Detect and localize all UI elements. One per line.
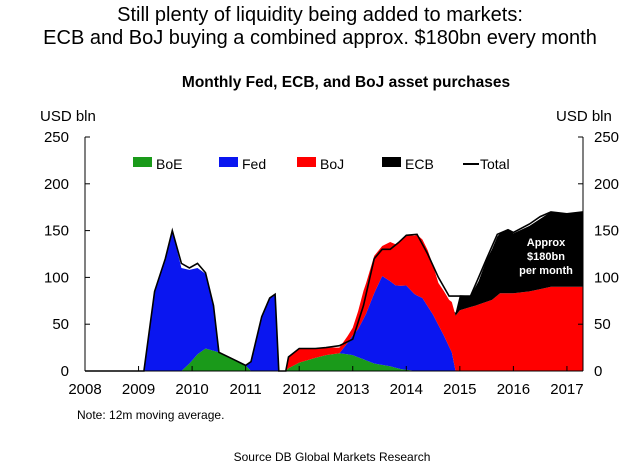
x-tick-label: 2017 xyxy=(550,381,583,398)
legend-label-ecb: ECB xyxy=(405,156,434,172)
y-tick-label-left: 200 xyxy=(44,176,69,193)
legend-swatch-boj xyxy=(297,157,316,167)
y-tick-label-left: 0 xyxy=(61,363,69,380)
annotation-line-2: $180bn xyxy=(527,251,565,263)
annotation-line-3: per month xyxy=(519,265,573,277)
y-tick-label-right: 0 xyxy=(594,363,602,380)
chart-source: Source DB Global Markets Research xyxy=(234,450,431,464)
y-axis-label-right: USD bln xyxy=(556,108,612,125)
total-line-group xyxy=(85,211,584,372)
area-fed xyxy=(138,230,583,371)
x-tick-label: 2010 xyxy=(175,381,208,398)
area-boj xyxy=(138,230,583,371)
x-tick-label: 2011 xyxy=(230,381,262,398)
legend-swatch-fed xyxy=(219,157,238,167)
x-tick-label: 2009 xyxy=(122,381,155,398)
total-line xyxy=(85,211,584,372)
legend-swatch-ecb xyxy=(382,157,401,167)
legend-swatch-boe xyxy=(133,157,152,167)
x-tick-label: 2008 xyxy=(68,381,101,398)
y-tick-label-right: 50 xyxy=(594,316,611,333)
x-tick-label: 2016 xyxy=(497,381,530,398)
annotation: Approx $180bn per month xyxy=(519,237,573,277)
x-tick-label: 2013 xyxy=(336,381,369,398)
y-tick-label-right: 100 xyxy=(594,269,619,286)
axes-group: 0 0 50 50 100 100 150 150 200 200 250 250 2008 2009 20… xyxy=(44,129,619,398)
area-series-group xyxy=(138,211,583,371)
y-tick-label-left: 50 xyxy=(52,316,69,333)
legend-label-boj: BoJ xyxy=(320,156,344,172)
legend-label-boe: BoE xyxy=(156,156,182,172)
headline-line-2: ECB and BoJ buying a combined approx. $1… xyxy=(43,27,597,49)
y-tick-label-right: 200 xyxy=(594,176,619,193)
y-tick-label-right: 150 xyxy=(594,223,619,240)
annotation-line-1: Approx xyxy=(527,237,566,249)
legend-label-fed: Fed xyxy=(242,156,266,172)
x-tick-label: 2015 xyxy=(443,381,476,398)
headline-line-1: Still plenty of liquidity being added to… xyxy=(117,4,523,26)
y-axis-label-left: USD bln xyxy=(40,108,96,125)
legend: BoE Fed BoJ ECB Total xyxy=(133,156,510,172)
y-tick-label-left: 150 xyxy=(44,223,69,240)
x-tick-label: 2014 xyxy=(390,381,423,398)
y-tick-label-left: 100 xyxy=(44,269,69,286)
chart-title: Monthly Fed, ECB, and BoJ asset purchase… xyxy=(182,74,510,91)
legend-label-total: Total xyxy=(480,156,510,172)
area-boe xyxy=(138,348,583,371)
y-tick-label-left: 250 xyxy=(44,129,69,146)
x-tick-label: 2012 xyxy=(283,381,316,398)
area-ecb xyxy=(138,211,583,371)
y-tick-label-right: 250 xyxy=(594,129,619,146)
chart-note: Note: 12m moving average. xyxy=(77,408,224,422)
